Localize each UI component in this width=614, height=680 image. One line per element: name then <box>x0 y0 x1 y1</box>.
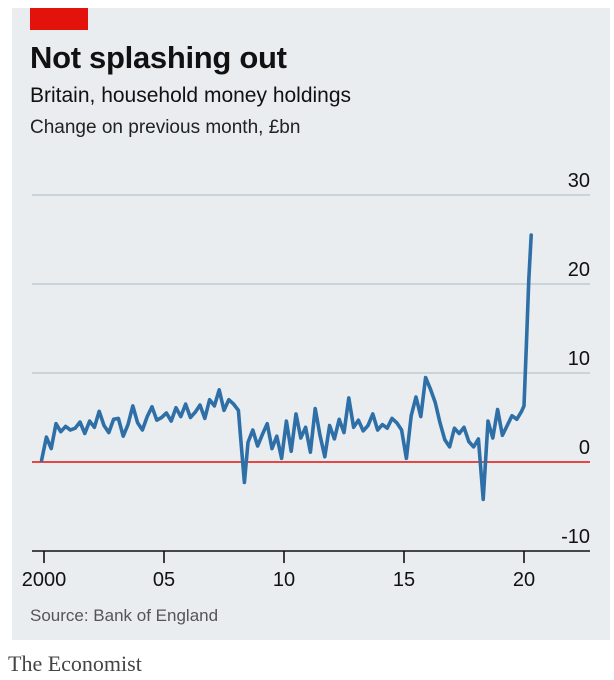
x-tick-label-10: 10 <box>273 569 295 591</box>
y-tick-label-20: 20 <box>568 259 590 281</box>
chart-subtitle: Britain, household money holdings <box>30 84 352 107</box>
tick-labels: 30 20 10 0 -10 2000 05 10 15 20 <box>22 170 590 591</box>
y-axis-unit-label: Change on previous month, £bn <box>30 117 301 138</box>
x-tick-label-15: 15 <box>393 569 415 591</box>
x-tick-label-20: 20 <box>513 569 535 591</box>
gridlines <box>32 194 590 552</box>
x-axis <box>43 551 525 563</box>
x-tick-label-05: 05 <box>153 569 175 591</box>
series-layer <box>39 233 533 502</box>
y-tick-label--10: -10 <box>561 526 590 548</box>
chart-title: Not splashing out <box>30 40 287 75</box>
source-note: Source: Bank of England <box>30 606 219 625</box>
y-tick-label-30: 30 <box>568 170 590 192</box>
series-line-0 <box>39 233 533 502</box>
y-tick-label-10: 10 <box>568 348 590 370</box>
x-tick-label-2000: 2000 <box>22 569 67 591</box>
brand-logo-text: The Economist <box>8 651 142 676</box>
chart-card <box>12 8 610 640</box>
chart-area: 30 20 10 0 -10 2000 05 10 15 20 <box>22 170 590 591</box>
y-tick-label-0: 0 <box>579 437 590 459</box>
red-tag-decoration <box>30 8 88 30</box>
